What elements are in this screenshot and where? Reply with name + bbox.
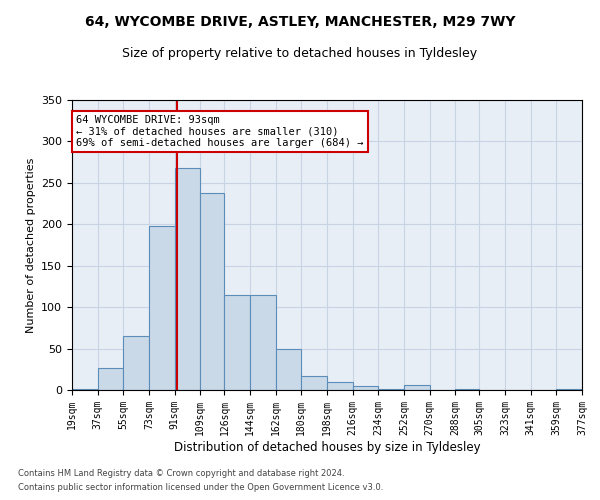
Bar <box>72 389 98 390</box>
Bar <box>556 389 582 390</box>
Text: Contains public sector information licensed under the Open Government Licence v3: Contains public sector information licen… <box>18 484 383 492</box>
Bar <box>327 382 353 390</box>
Text: Contains HM Land Registry data © Crown copyright and database right 2024.: Contains HM Land Registry data © Crown c… <box>18 468 344 477</box>
Bar <box>98 368 123 390</box>
Bar <box>250 294 276 390</box>
Bar <box>149 226 175 390</box>
Bar <box>455 389 479 390</box>
Bar <box>301 376 327 390</box>
Bar <box>175 168 200 390</box>
Bar <box>378 389 404 390</box>
Y-axis label: Number of detached properties: Number of detached properties <box>26 158 35 332</box>
Text: Size of property relative to detached houses in Tyldesley: Size of property relative to detached ho… <box>122 48 478 60</box>
Bar <box>404 385 430 390</box>
Bar <box>353 386 378 390</box>
Bar <box>123 336 149 390</box>
Bar <box>200 193 224 390</box>
Bar <box>224 294 250 390</box>
Text: 64, WYCOMBE DRIVE, ASTLEY, MANCHESTER, M29 7WY: 64, WYCOMBE DRIVE, ASTLEY, MANCHESTER, M… <box>85 15 515 29</box>
X-axis label: Distribution of detached houses by size in Tyldesley: Distribution of detached houses by size … <box>173 440 481 454</box>
Bar <box>276 350 301 390</box>
Text: 64 WYCOMBE DRIVE: 93sqm
← 31% of detached houses are smaller (310)
69% of semi-d: 64 WYCOMBE DRIVE: 93sqm ← 31% of detache… <box>76 115 364 148</box>
